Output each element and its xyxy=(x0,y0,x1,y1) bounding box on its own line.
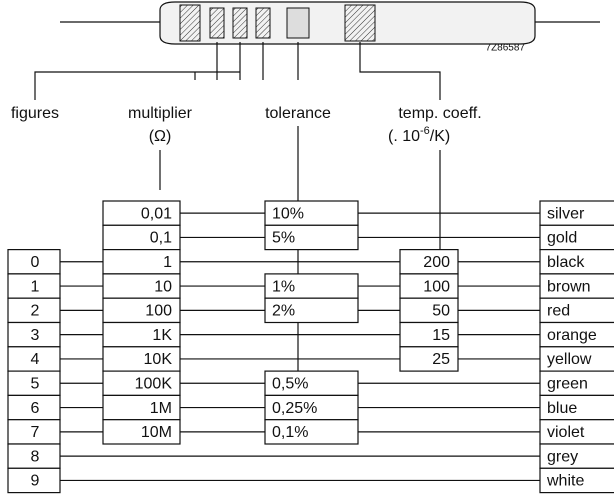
resistor xyxy=(34,1,600,100)
figure-value: 7 xyxy=(31,424,40,441)
color-box xyxy=(539,297,614,324)
multiplier-value: 1K xyxy=(152,327,172,344)
color-name: yellow xyxy=(547,351,592,368)
tolerance-box xyxy=(264,394,359,421)
multiplier-box xyxy=(102,394,181,421)
figure-box xyxy=(7,370,61,397)
color-box xyxy=(539,200,614,226)
color-name: silver xyxy=(547,205,585,222)
figure-value: 4 xyxy=(31,351,40,368)
header: figures xyxy=(11,105,59,122)
color-box xyxy=(539,467,614,494)
header-unit: (. 10-6/K) xyxy=(388,125,450,145)
multiplier-value: 1 xyxy=(163,254,172,271)
color-box xyxy=(539,443,614,469)
figure-value: 2 xyxy=(31,303,40,320)
multiplier-value: 10K xyxy=(144,351,173,368)
figure-value: 1 xyxy=(31,278,40,295)
multiplier-box xyxy=(102,273,181,299)
figure-value: 5 xyxy=(31,375,40,392)
temp_coeff-box xyxy=(399,273,459,299)
temp_coeff-box xyxy=(399,346,459,372)
color-box xyxy=(539,394,614,421)
tolerance-value: 0,1% xyxy=(272,424,308,441)
temp_coeff-value: 100 xyxy=(423,278,450,295)
color-name: grey xyxy=(547,448,578,465)
header: tolerance xyxy=(265,105,331,122)
tolerance-value: 1% xyxy=(272,278,295,295)
header-unit: (Ω) xyxy=(149,128,172,145)
multiplier-value: 0,01 xyxy=(141,205,172,222)
figure-value: 8 xyxy=(31,448,40,465)
color-name: black xyxy=(547,254,585,271)
tolerance-value: 2% xyxy=(272,303,295,320)
tolerance-value: 0,25% xyxy=(272,400,317,417)
figure-value: 6 xyxy=(31,400,40,417)
tolerance-value: 10% xyxy=(272,205,304,222)
multiplier-box xyxy=(102,297,181,324)
figure-value: 0 xyxy=(31,254,40,271)
temp_coeff-value: 50 xyxy=(432,303,450,320)
tolerance-box xyxy=(264,370,359,397)
header: multiplier xyxy=(128,105,193,122)
header: temp. coeff. xyxy=(398,105,481,122)
temp_coeff-box xyxy=(399,249,459,275)
figure-box xyxy=(7,394,61,421)
figure-box xyxy=(7,273,61,299)
tolerance-box xyxy=(264,297,359,324)
tolerance-box xyxy=(264,224,359,251)
color-name: violet xyxy=(547,424,585,441)
figure-box xyxy=(7,346,61,372)
multiplier-value: 100K xyxy=(135,375,173,392)
figure-box xyxy=(7,467,61,494)
tolerance-value: 5% xyxy=(272,230,295,247)
color-name: gold xyxy=(547,230,577,247)
color-name: blue xyxy=(547,400,577,417)
color-name: white xyxy=(546,473,584,490)
color-name: orange xyxy=(547,327,597,344)
multiplier-value: 1M xyxy=(150,400,172,417)
multiplier-value: 100 xyxy=(145,303,172,320)
temp_coeff-value: 25 xyxy=(432,351,450,368)
color-name: red xyxy=(547,303,570,320)
tolerance-value: 0,5% xyxy=(272,375,308,392)
tolerance-box xyxy=(264,419,359,445)
figure-box xyxy=(7,321,61,348)
temp_coeff-box xyxy=(399,297,459,324)
color-name: green xyxy=(547,375,588,392)
multiplier-box xyxy=(102,419,181,445)
code: 7Z86587 xyxy=(486,43,526,54)
multiplier-value: 10 xyxy=(154,278,172,295)
cells: 0,01 10% silver 0,1 5% gold 0 1 200 black 1 10 1% 100… xyxy=(7,200,614,494)
color-box xyxy=(539,419,614,445)
temp_coeff-value: 200 xyxy=(423,254,450,271)
multiplier-box xyxy=(102,321,181,348)
figure-value: 9 xyxy=(31,473,40,490)
multiplier-box xyxy=(102,346,181,372)
color-name: brown xyxy=(547,278,591,295)
multiplier-value: 0,1 xyxy=(150,230,172,247)
figure-value: 3 xyxy=(31,327,40,344)
temp_coeff-value: 15 xyxy=(432,327,450,344)
tolerance-box xyxy=(264,273,359,299)
color-box xyxy=(539,224,614,251)
color-box xyxy=(539,346,614,372)
multiplier-value: 10M xyxy=(141,424,172,441)
figure-box xyxy=(7,419,61,445)
tolerance-box xyxy=(264,200,359,226)
